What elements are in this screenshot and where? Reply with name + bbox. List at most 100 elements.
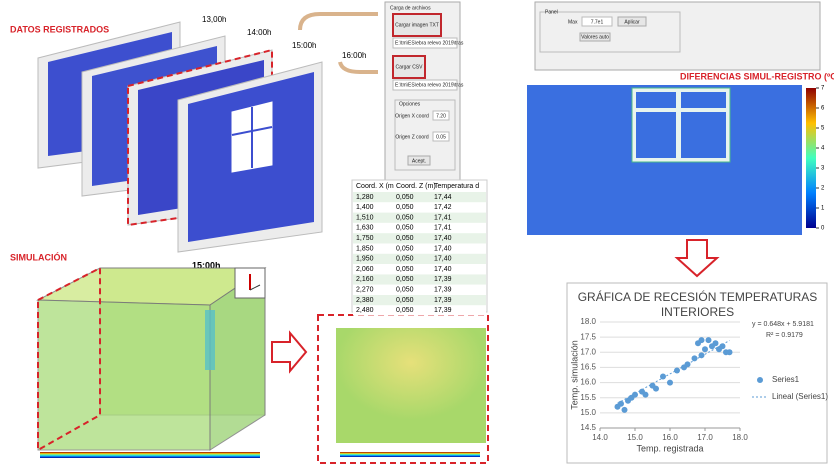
button[interactable]: Cargar imagen TXT — [395, 22, 439, 28]
cell: 0,050 — [396, 235, 414, 242]
button[interactable]: Aplicar — [624, 19, 640, 25]
point — [726, 349, 733, 356]
row — [353, 264, 486, 275]
panel-window: Panel Max 7.7e1 Aplicar Valores auto — [534, 1, 821, 71]
point — [667, 379, 673, 386]
cell: 17,39 — [434, 287, 452, 294]
cell: 17,40 — [434, 266, 452, 273]
colorbar-label: 3 — [821, 166, 825, 172]
difference-map — [527, 85, 816, 235]
field-value[interactable]: 0.05 — [436, 134, 446, 140]
y-tick-label: 15.5 — [580, 393, 596, 402]
colorbar-label: 0 — [821, 226, 825, 232]
button[interactable]: Valores auto — [581, 34, 609, 40]
cell: 2,380 — [356, 297, 374, 304]
cell: 1,950 — [356, 256, 374, 263]
section-title: DIFERENCIAS SIMUL-REGISTRO (ºC) — [680, 71, 834, 81]
x-tick-label: 18.0 — [732, 433, 748, 442]
simulation-zoom — [317, 314, 489, 464]
arrow — [674, 239, 720, 278]
cell: 0,050 — [396, 214, 414, 221]
path-field: E:\tm\ES\ebra relevo 2019\tras — [395, 82, 464, 88]
colorbar-label: 4 — [821, 146, 825, 152]
field-value[interactable]: 7.20 — [436, 113, 446, 119]
colorbar-label: 5 — [821, 126, 825, 132]
arrow — [338, 61, 378, 74]
cell: 17,41 — [434, 214, 452, 221]
point — [691, 355, 698, 362]
cell: 2,060 — [356, 266, 374, 273]
point — [712, 340, 719, 347]
cell: 0,050 — [396, 297, 414, 304]
group-title: Carga de archivos — [390, 5, 431, 11]
time-label: 14:00h — [247, 28, 271, 37]
cell: 0,050 — [396, 256, 414, 263]
legend-marker — [757, 377, 763, 383]
cell: 0,050 — [396, 287, 414, 294]
point — [684, 361, 691, 368]
cell: 0,050 — [396, 276, 414, 283]
chart-title: GRÁFICA DE RECESIÓN TEMPERATURAS INTERIO… — [577, 290, 818, 319]
point — [642, 391, 649, 398]
r-squared: R² = 0.9179 — [766, 332, 803, 339]
colorbar-label: 2 — [821, 186, 825, 192]
x-tick-label: 16.0 — [662, 433, 678, 442]
point — [705, 337, 712, 344]
colorbar-label: 7 — [821, 86, 825, 92]
row — [353, 243, 486, 254]
row — [353, 233, 486, 244]
cell: 0,050 — [396, 204, 414, 211]
cell: 0,050 — [396, 245, 414, 252]
field-label: Max — [568, 19, 578, 25]
cell: 0,050 — [396, 307, 414, 314]
field-value[interactable]: 7.7e1 — [591, 19, 604, 25]
point — [660, 373, 666, 380]
group-title: Panel — [545, 9, 558, 15]
cell: 2,480 — [356, 307, 374, 314]
section-title: SIMULACIÓN — [10, 251, 67, 262]
field-label: Origen Z coord — [395, 134, 429, 140]
section-title: DATOS REGISTRADOS — [10, 24, 109, 34]
row — [353, 284, 486, 295]
arrow — [298, 12, 378, 31]
scatter-chart — [566, 282, 828, 464]
y-tick-label: 14.5 — [580, 423, 596, 432]
cell: 17,39 — [434, 276, 452, 283]
y-tick-label: 15.0 — [580, 408, 596, 417]
cell: 1,400 — [356, 204, 374, 211]
point — [632, 391, 638, 398]
x-tick-label: 17.0 — [697, 433, 713, 442]
simulation-model — [36, 266, 267, 458]
recorded-panels — [37, 21, 323, 253]
time-label: 13,00h — [202, 15, 226, 24]
x-tick-label: 15.0 — [627, 433, 643, 442]
y-axis-label: Temp. simulación — [569, 340, 579, 410]
row — [353, 253, 486, 265]
cell: 17,39 — [434, 297, 452, 304]
equation: y = 0.648x + 5.9181 — [752, 321, 814, 328]
point — [719, 343, 726, 350]
y-tick-label: 17.0 — [580, 347, 596, 356]
column-header: Temperatura d — [434, 183, 479, 190]
column-header: Coord. X (m — [356, 183, 394, 190]
path-field: E:\tm\ES\ebra relevo 2019\tras — [395, 40, 464, 46]
row — [353, 222, 486, 234]
cell: 0,050 — [396, 194, 414, 201]
button[interactable]: Acept. — [412, 158, 426, 164]
time-label: 15:00h — [192, 260, 221, 270]
cell: 1,750 — [356, 235, 374, 242]
field-label: Origen X coord — [395, 113, 429, 119]
point — [674, 367, 680, 374]
point — [698, 337, 705, 344]
y-tick-label: 16.5 — [580, 363, 596, 372]
cell: 17,44 — [434, 194, 452, 201]
cell: 17,40 — [434, 235, 452, 242]
legend-label: Series1 — [772, 375, 800, 384]
button[interactable]: Cargar CSV — [396, 64, 424, 70]
row — [353, 212, 486, 223]
x-tick-label: 14.0 — [592, 433, 608, 442]
time-label: 15:00h — [292, 41, 316, 50]
time-label: 16:00h — [342, 51, 366, 60]
group-title: Opciones — [399, 101, 421, 107]
